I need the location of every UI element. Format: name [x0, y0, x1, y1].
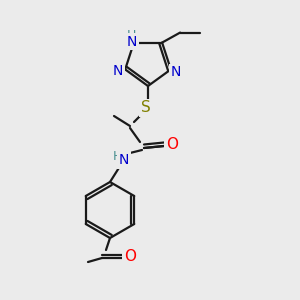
Text: N: N — [171, 65, 181, 80]
Text: O: O — [124, 249, 136, 264]
Text: O: O — [166, 137, 178, 152]
Text: N: N — [127, 34, 137, 49]
Text: H: H — [127, 29, 136, 42]
Text: N: N — [113, 64, 123, 78]
Text: H: H — [112, 149, 122, 163]
Text: N: N — [119, 153, 129, 167]
Text: S: S — [141, 100, 151, 116]
